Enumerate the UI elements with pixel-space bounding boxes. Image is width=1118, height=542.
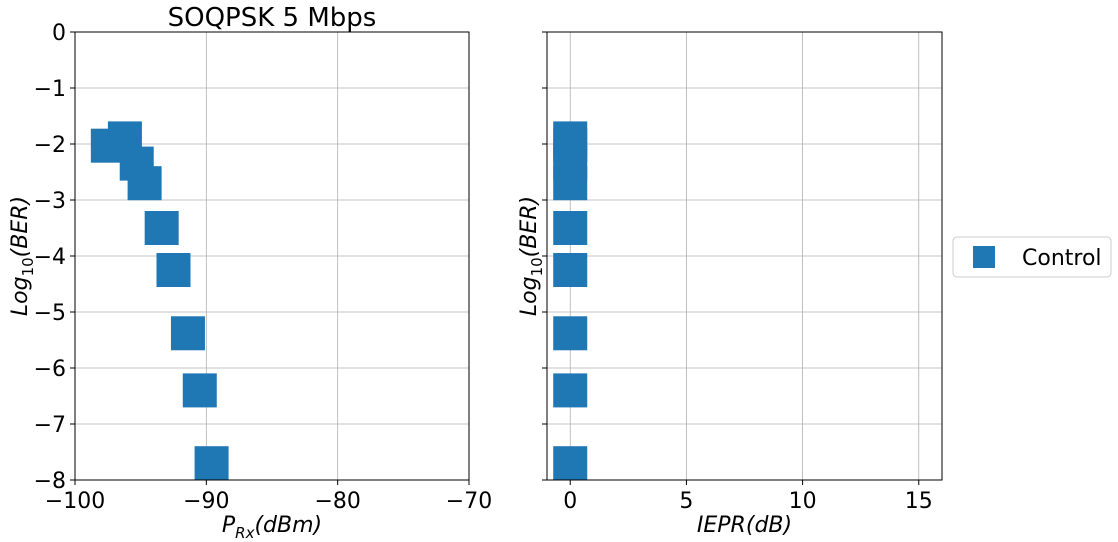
- x-tick-label: −80: [314, 489, 360, 514]
- data-point: [144, 211, 179, 245]
- y-axis-label-rest: (BER): [8, 196, 33, 257]
- y-tick-label: 0: [52, 21, 66, 46]
- data-point: [553, 166, 588, 201]
- chart-title: SOQPSK 5 Mbps: [168, 3, 377, 33]
- y-tick-label: −1: [34, 77, 66, 102]
- y-tick-label: −8: [34, 469, 66, 494]
- y-axis-label-sub: 10: [19, 257, 37, 276]
- data-point: [553, 446, 588, 481]
- x-tick-label: 0: [563, 489, 577, 514]
- x-axis-label-rest: (dBm): [254, 513, 322, 538]
- chart-panel-1: −100 −90 −80 −70 0 −1 −2 −3 −4 −5 −6 −7 −8 SOQPSK 5 M…: [8, 3, 492, 542]
- data-point: [170, 316, 205, 351]
- data-point: [182, 373, 217, 408]
- data-point: [553, 316, 588, 351]
- x-axis-label-rest: (dB): [746, 513, 792, 538]
- legend: Control: [952, 236, 1112, 278]
- x-tick-label: −70: [446, 489, 492, 514]
- y-tick-label: −5: [34, 301, 66, 326]
- data-point: [127, 166, 162, 201]
- y-axis-label-main: Log: [8, 276, 33, 316]
- data-point: [156, 253, 191, 287]
- x-axis-label-main: IEPR: [697, 513, 746, 538]
- y-axis-label-sub: 10: [528, 257, 546, 276]
- y-tick-label: −3: [34, 189, 66, 214]
- x-tick-label: −90: [183, 489, 229, 514]
- x-tick-label: 5: [679, 489, 693, 514]
- x-axis-label: PRx(dBm): [222, 513, 322, 542]
- y-axis-label: Log10(BER): [8, 196, 37, 316]
- y-axis-label: Log10(BER): [517, 196, 546, 316]
- x-axis-label-sub: Rx: [235, 524, 254, 542]
- data-point: [553, 211, 588, 245]
- y-tick-label: −6: [34, 357, 66, 382]
- y-axis-label-rest: (BER): [517, 196, 542, 257]
- x-axis-label-main: P: [222, 513, 236, 538]
- x-axis-label: IEPR(dB): [697, 513, 792, 538]
- data-point: [553, 373, 588, 408]
- data-point: [553, 253, 588, 287]
- legend-label: Control: [1022, 246, 1102, 271]
- legend-marker: [973, 246, 995, 268]
- x-tick-label: 10: [789, 489, 817, 514]
- y-axis-label-main: Log: [517, 276, 542, 316]
- y-tick-label: −4: [34, 245, 66, 270]
- x-tick-label: −100: [45, 489, 105, 514]
- y-tick-label: −7: [34, 413, 66, 438]
- data-point: [194, 446, 229, 481]
- x-tick-label: 15: [905, 489, 933, 514]
- y-tick-label: −2: [34, 133, 66, 158]
